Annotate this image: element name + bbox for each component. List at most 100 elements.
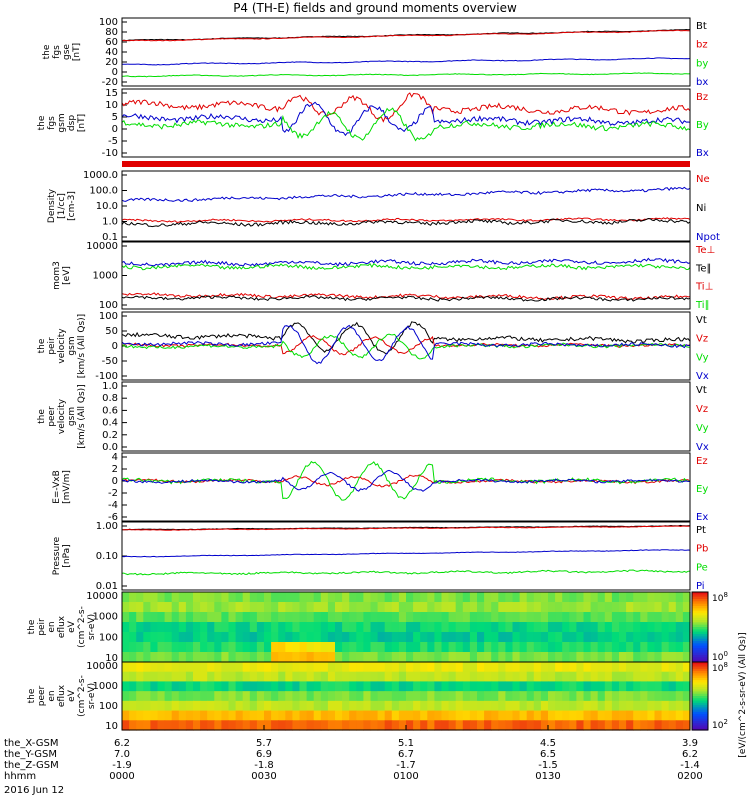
- heatmap-cell: [256, 691, 265, 702]
- series-bx: [122, 72, 691, 78]
- heatmap-cell: [548, 681, 556, 692]
- heatmap-cell: [441, 592, 450, 603]
- heatmap-cell: [406, 710, 414, 721]
- heatmap-cell: [313, 612, 322, 623]
- heatmap-cell: [555, 622, 563, 633]
- heatmap-cell: [327, 612, 336, 623]
- heatmap-cell: [363, 592, 372, 603]
- heatmap-cell: [256, 720, 265, 731]
- heatmap-cell: [249, 622, 258, 633]
- heatmap-cell: [129, 632, 137, 643]
- heatmap-cell: [654, 691, 663, 702]
- heatmap-cell: [256, 652, 265, 663]
- heatmap-cell: [377, 632, 386, 643]
- heatmap-cell: [604, 691, 613, 702]
- heatmap-cell: [377, 622, 386, 633]
- panel-pressure: Pressure [nPa] 1.00 0.10 0.01 Pt Pb Pe Pi: [52, 521, 708, 592]
- heatmap-cell: [335, 710, 343, 721]
- ytick-label: -50: [102, 356, 118, 367]
- heatmap-cell: [207, 662, 215, 673]
- colorbar-step: [692, 702, 708, 706]
- colorbar-step: [692, 613, 708, 616]
- heatmap-cell: [150, 671, 159, 683]
- heatmap-cell: [207, 602, 215, 613]
- heatmap-cell: [406, 700, 414, 712]
- heatmap-cell: [285, 642, 293, 653]
- heatmap-cell: [533, 662, 542, 673]
- heatmap-cell: [427, 681, 435, 692]
- heatmap-cell: [221, 592, 230, 603]
- heatmap-cell: [398, 592, 407, 603]
- heatmap-cell: [363, 652, 372, 663]
- xtick-y: 6.5: [540, 749, 556, 760]
- heatmap-cell: [512, 602, 521, 613]
- heatmap-cell: [157, 681, 166, 692]
- heatmap-cell: [569, 632, 577, 643]
- heatmap-cell: [164, 691, 173, 702]
- heatmap-cell: [356, 720, 364, 731]
- heatmap-cell: [136, 642, 144, 653]
- ylabel-line: the: [37, 338, 47, 353]
- heatmap-cell: [143, 691, 151, 702]
- heatmap-cell: [221, 671, 230, 683]
- heatmap-cell: [214, 700, 222, 712]
- heatmap-cell: [626, 671, 634, 683]
- heatmap-cell: [462, 622, 471, 633]
- ytick-label: 1.0: [102, 381, 118, 392]
- colorbar-step: [692, 718, 708, 722]
- heatmap-cell: [519, 612, 528, 623]
- heatmap-cell: [306, 671, 315, 683]
- panel-density: Density [1/cc] [cm-3] 1000.0 100.0 10.0 1.0 0.1…: [47, 170, 720, 243]
- heatmap-cell: [129, 671, 137, 683]
- heatmap-cell: [668, 710, 677, 721]
- ylabel-line: eflux: [57, 615, 67, 638]
- heatmap-cell: [413, 700, 421, 712]
- heatmap-cell: [668, 602, 677, 613]
- heatmap-cell: [235, 592, 244, 603]
- heatmap-cell: [164, 602, 173, 613]
- heatmap-cell: [349, 592, 357, 603]
- heatmap-cell: [455, 642, 464, 653]
- heatmap-cell: [278, 592, 286, 603]
- heatmap-cell: [335, 612, 343, 623]
- ytick-label: 100: [99, 300, 118, 311]
- legend-Ni: Ni: [696, 203, 706, 214]
- heatmap-cell: [633, 691, 641, 702]
- colorbar-step: [692, 689, 708, 693]
- heatmap-cell: [654, 642, 663, 653]
- heatmap-cell: [363, 632, 372, 643]
- heatmap-cell: [420, 720, 428, 731]
- heatmap-cell: [157, 662, 166, 673]
- heatmap-cell: [533, 652, 542, 663]
- heatmap-cell: [320, 632, 329, 643]
- heatmap-cell: [384, 622, 393, 633]
- heatmap-cell: [193, 642, 201, 653]
- heatmap-cell: [682, 720, 691, 731]
- heatmap-cell: [540, 662, 549, 673]
- heatmap-cell: [640, 720, 648, 731]
- heatmap-cell: [285, 612, 293, 623]
- heatmap-cell: [484, 602, 492, 613]
- heatmap-cell: [675, 691, 684, 702]
- ytick-label: 5: [112, 112, 118, 123]
- heatmap-cell: [136, 720, 144, 731]
- legend-Vz: Vz: [696, 334, 708, 345]
- colorbar-min-exp: 2: [723, 718, 727, 726]
- heatmap-cell: [349, 681, 357, 692]
- heatmap-cell: [406, 642, 414, 653]
- heatmap-cell: [569, 622, 577, 633]
- heatmap-cell: [406, 662, 414, 673]
- heatmap-cell: [228, 720, 237, 731]
- ytick-label: 10: [105, 721, 118, 732]
- heatmap-cell: [185, 662, 194, 673]
- heatmap-cell: [207, 622, 215, 633]
- ylabel-line: peir: [37, 618, 47, 636]
- heatmap-cell: [448, 632, 457, 643]
- heatmap-cell: [129, 691, 137, 702]
- heatmap-cell: [427, 602, 435, 613]
- heatmap-cell: [682, 681, 691, 692]
- heatmap-cell: [505, 642, 514, 653]
- xtick-z: -1.8: [254, 760, 274, 771]
- heatmap-cell: [406, 671, 414, 683]
- heatmap-cell: [519, 691, 528, 702]
